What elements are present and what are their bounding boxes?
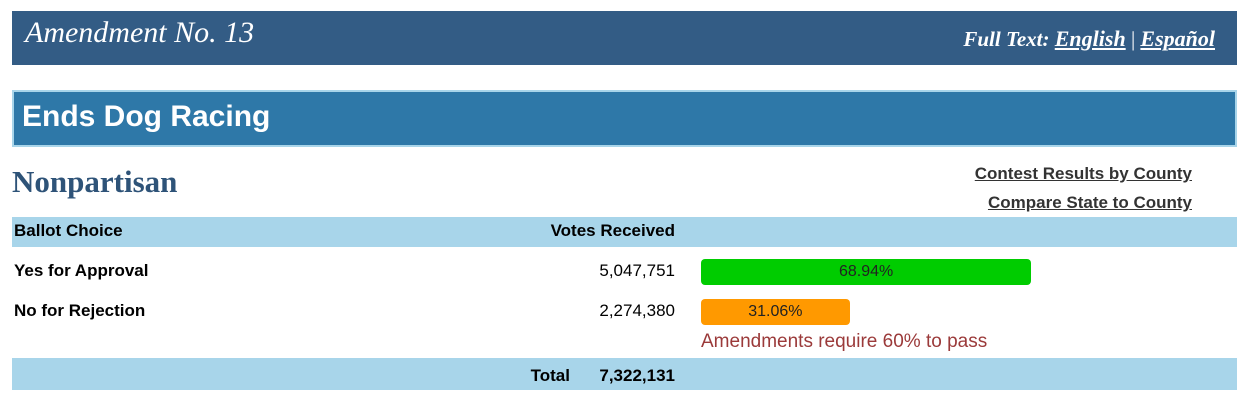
total-row: [12, 358, 1237, 390]
votes: 5,047,751: [599, 261, 675, 280]
party: Nonpartisan: [12, 164, 178, 199]
amendment-title: Amendment No. 13: [25, 16, 255, 49]
column-header: Ballot Choice: [14, 221, 123, 240]
full-text: Full Text: English | Español: [963, 26, 1215, 52]
votes: 2,274,380: [599, 301, 675, 320]
share-bar: 68.94%: [701, 259, 1032, 285]
full-text-label: Full Text:: [963, 27, 1050, 51]
ballot-choice: Yes for Approval: [14, 261, 149, 280]
total-label: Total: [530, 366, 570, 385]
column-header: Votes Received: [550, 221, 675, 240]
link[interactable]: Compare State to County: [987, 193, 1192, 212]
separator: |: [1130, 27, 1136, 51]
share-bar: 31.06%: [701, 299, 850, 325]
total-votes: 7,322,131: [599, 366, 675, 385]
header-bar: [12, 11, 1237, 65]
header-row: [12, 217, 1237, 247]
link[interactable]: Español: [1140, 26, 1215, 51]
ballot-choice: No for Rejection: [14, 301, 146, 320]
link[interactable]: Contest Results by County: [974, 164, 1192, 183]
link[interactable]: English: [1054, 26, 1126, 51]
contest-title: Ends Dog Racing: [22, 100, 271, 133]
contest-bar: [12, 90, 1237, 147]
note: Amendments require 60% to pass: [701, 331, 988, 352]
